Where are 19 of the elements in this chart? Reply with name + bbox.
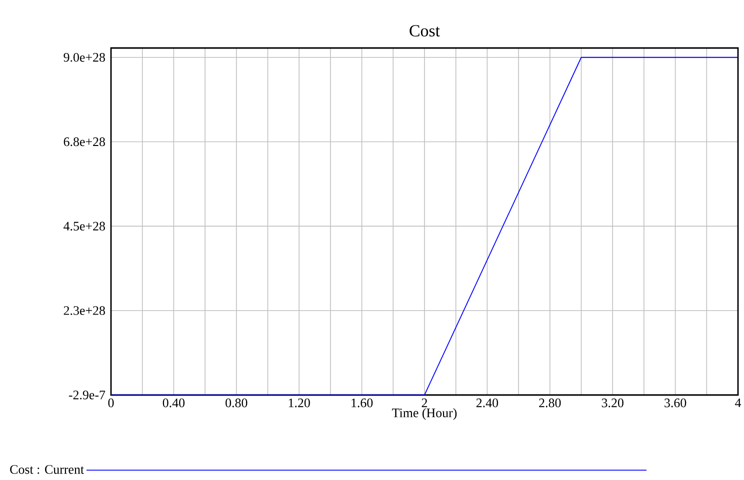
x-axis-title: Time (Hour) [392, 408, 457, 420]
x-tick-label: 2.80 [539, 398, 561, 408]
x-tick-label: 2 [422, 398, 428, 408]
x-tick-label: 3.60 [664, 398, 686, 408]
chart-title: Cost [410, 25, 440, 37]
text: Cost : Current [10, 465, 84, 474]
x-tick-label: 0.40 [162, 398, 185, 408]
x-tick-label: 0.80 [226, 398, 248, 408]
x-tick-label: 2.40 [476, 398, 498, 408]
y-tick-label: 4.5e+28 [64, 222, 105, 231]
y-tick-label: 2.3e+28 [64, 306, 105, 315]
x-tick-label: 0 [108, 398, 114, 408]
y-tick-label: -2.9e-7 [68, 390, 106, 400]
y-tick-label: 6.8e+28 [64, 137, 105, 146]
x-tick-label: 1.20 [288, 398, 310, 408]
x-tick-label: 4 [735, 398, 742, 408]
x-tick-label: 3.20 [602, 398, 624, 408]
x-tick-label: 1.60 [352, 398, 373, 408]
y-tick-label: 9.0e+28 [64, 52, 105, 62]
